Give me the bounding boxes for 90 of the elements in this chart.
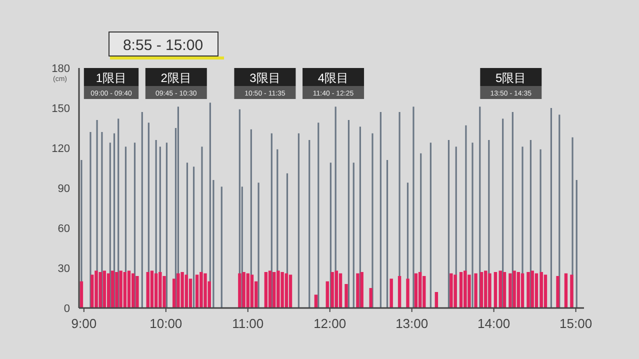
bar <box>530 270 534 308</box>
x-tick-label: 9:00 <box>71 316 97 331</box>
bar <box>146 272 150 308</box>
bar <box>459 272 463 308</box>
y-tick-label: 0 <box>64 303 70 315</box>
bar <box>534 273 538 308</box>
bar <box>268 270 272 308</box>
bar <box>464 270 467 308</box>
bar <box>154 273 158 308</box>
bar <box>158 272 162 308</box>
bar <box>498 270 502 308</box>
bar <box>127 270 131 308</box>
bar <box>398 276 402 308</box>
bar <box>338 273 342 308</box>
y-tick-label: 150 <box>52 103 70 115</box>
x-tick-label: 14:00 <box>478 316 510 331</box>
bar <box>188 278 192 308</box>
bar <box>454 274 457 308</box>
bar <box>450 273 453 308</box>
bar <box>176 273 180 308</box>
x-tick-label: 15:00 <box>560 316 592 331</box>
y-tick-label: 180 <box>52 63 70 75</box>
bar <box>280 272 284 308</box>
bar <box>502 272 506 308</box>
bar <box>480 272 484 308</box>
bar <box>200 272 203 308</box>
bar <box>512 270 516 308</box>
bar <box>516 272 520 308</box>
bar <box>488 273 492 308</box>
bar <box>540 272 543 308</box>
bar <box>80 281 84 308</box>
bar <box>90 274 94 308</box>
bar <box>422 276 426 308</box>
bar <box>390 278 393 308</box>
bar <box>98 272 102 308</box>
bar <box>264 272 268 308</box>
y-tick-label: 120 <box>52 143 70 155</box>
bar <box>276 270 280 308</box>
bar <box>414 273 418 308</box>
bar <box>106 273 110 308</box>
bar <box>556 276 560 308</box>
bar <box>360 272 364 308</box>
bar <box>94 270 98 308</box>
bar <box>119 270 122 308</box>
bar <box>284 273 288 308</box>
bar <box>288 274 292 308</box>
bar <box>544 274 548 308</box>
bar <box>242 272 246 308</box>
bar <box>344 284 348 308</box>
bar <box>434 292 438 308</box>
bar <box>123 272 127 308</box>
bar <box>334 270 338 308</box>
bar <box>180 272 184 308</box>
bar <box>508 273 512 308</box>
bar <box>132 273 135 308</box>
bar <box>474 273 478 308</box>
bar <box>468 274 471 308</box>
bar <box>494 272 498 308</box>
x-tick-label: 13:00 <box>396 316 428 331</box>
title: 8:55 - 15:00 <box>108 32 224 60</box>
bar <box>484 270 488 308</box>
bar <box>246 273 250 308</box>
bar <box>314 294 318 308</box>
bar <box>418 272 422 308</box>
bar <box>406 278 410 308</box>
bar <box>369 288 372 308</box>
bar <box>162 276 166 308</box>
bar <box>564 273 568 308</box>
bar <box>115 272 118 308</box>
bar <box>204 273 207 308</box>
bar <box>111 270 114 308</box>
bar <box>136 276 139 308</box>
y-tick-label: 90 <box>58 183 70 195</box>
bar <box>520 273 524 308</box>
x-tick-label: 12:00 <box>314 316 346 331</box>
bar <box>102 270 106 308</box>
bar <box>526 272 530 308</box>
y-tick-label: 30 <box>58 263 70 275</box>
bar <box>184 274 188 308</box>
bar <box>356 273 360 308</box>
bar <box>250 274 254 308</box>
bar <box>570 274 574 308</box>
bar <box>150 270 154 308</box>
bar <box>195 274 199 308</box>
chart-title: 8:55 - 15:00 <box>122 37 204 54</box>
bar <box>238 273 242 308</box>
y-tick-label: 60 <box>58 223 70 235</box>
x-tick-label: 11:00 <box>232 316 264 331</box>
x-tick-label: 10:00 <box>150 316 182 331</box>
bar <box>272 272 276 308</box>
